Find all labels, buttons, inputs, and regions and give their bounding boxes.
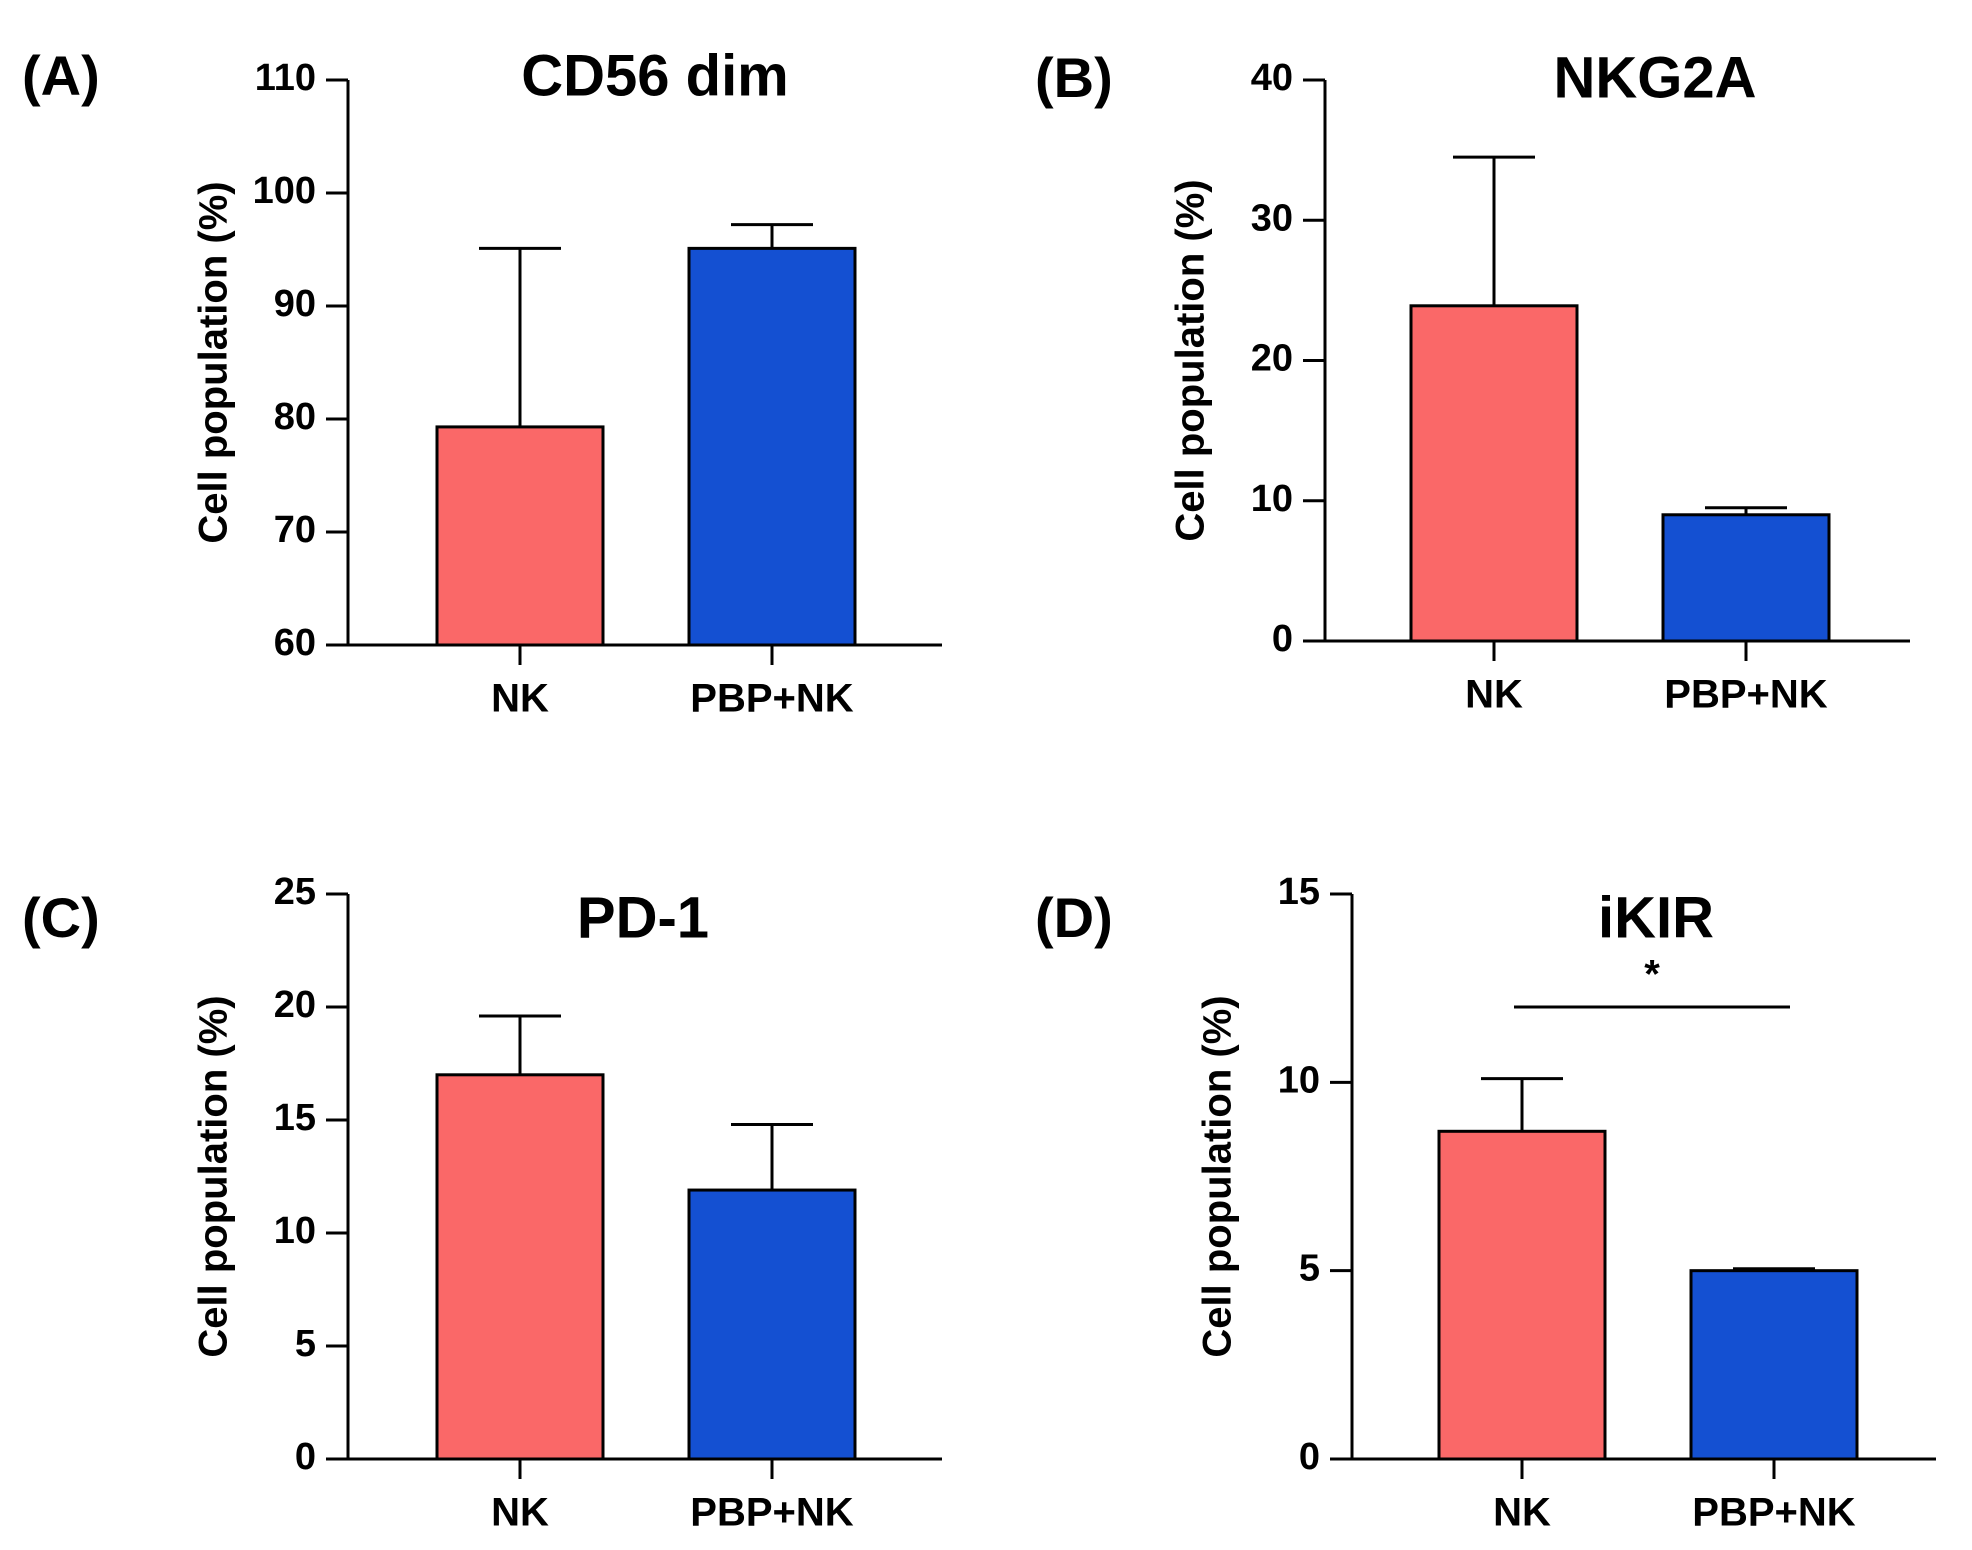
x-tick-label: NK	[1493, 1491, 1551, 1535]
x-tick-label: PBP+NK	[690, 677, 853, 721]
y-tick-label: 0	[1272, 618, 1293, 660]
bar-nk	[1437, 1129, 1607, 1461]
y-tick-label: 5	[295, 1323, 316, 1365]
y-tick-label: 10	[274, 1210, 316, 1252]
panel-label: (D)	[1035, 886, 1113, 949]
y-tick-label: 0	[1299, 1436, 1320, 1478]
bar-pbp-nk	[1661, 513, 1831, 643]
chart-title: NKG2A	[1553, 45, 1756, 110]
chart-panel-1: (A) CD56 dim Cell population (%) 60 70 80 90 10…	[22, 43, 942, 721]
y-axis-label: Cell population (%)	[192, 995, 236, 1357]
y-tick-label: 15	[274, 1097, 316, 1139]
y-tick-label: 30	[1251, 197, 1293, 239]
chart-title: CD56 dim	[521, 43, 789, 108]
y-axis-label: Cell population (%)	[1169, 179, 1213, 541]
error-bar	[731, 223, 813, 249]
bar-nk	[435, 425, 605, 647]
panel-label: (C)	[22, 886, 100, 949]
error-bar	[479, 246, 561, 427]
x-tick-label: NK	[491, 677, 549, 721]
error-bar	[479, 1014, 561, 1075]
error-bar	[731, 1123, 813, 1191]
error-bar	[1705, 506, 1787, 515]
y-tick-label: 10	[1278, 1059, 1320, 1101]
chart-panel-4: (D) iKIR Cell population (%) 0 5 10 15 NK PBP+NK…	[1035, 871, 1936, 1535]
y-tick-label: 110	[255, 57, 316, 99]
panel-label: (B)	[1035, 46, 1113, 109]
x-tick-label: PBP+NK	[690, 1491, 853, 1535]
y-tick-label: 100	[253, 170, 316, 212]
y-tick-label: 20	[274, 984, 316, 1026]
x-tick-label: PBP+NK	[1692, 1491, 1855, 1535]
chart-title: PD-1	[577, 885, 709, 950]
y-tick-label: 80	[274, 396, 316, 438]
error-bar	[1453, 155, 1535, 306]
y-tick-label: 25	[274, 871, 316, 913]
y-tick-label: 5	[1299, 1248, 1320, 1290]
y-tick-label: 40	[1251, 57, 1293, 99]
y-axis-label: Cell population (%)	[192, 181, 236, 543]
bar-pbp-nk	[687, 246, 857, 647]
y-tick-label: 0	[295, 1436, 316, 1478]
error-bar	[1733, 1267, 1815, 1271]
x-tick-label: PBP+NK	[1664, 673, 1827, 717]
x-tick-label: NK	[1465, 673, 1523, 717]
significance-label: *	[1644, 953, 1660, 997]
chart-panel-3: (C) PD-1 Cell population (%) 0 5 10 15 20 25 NK PB…	[22, 871, 942, 1535]
panel-label: (A)	[22, 44, 100, 107]
error-bar	[1481, 1077, 1563, 1132]
y-tick-label: 90	[274, 283, 316, 325]
y-tick-label: 20	[1251, 338, 1293, 380]
y-tick-label: 60	[274, 622, 316, 664]
y-tick-label: 10	[1251, 478, 1293, 520]
significance-marker: *	[1514, 953, 1790, 1009]
bar-nk	[1409, 304, 1579, 643]
y-axis-label: Cell population (%)	[1196, 995, 1240, 1357]
chart-title: iKIR	[1598, 885, 1714, 950]
bar-pbp-nk	[1689, 1269, 1859, 1461]
chart-panel-2: (B) NKG2A Cell population (%) 0 10 20 30 40 NK PB…	[1035, 45, 1910, 717]
x-tick-label: NK	[491, 1491, 549, 1535]
bar-pbp-nk	[687, 1188, 857, 1461]
bar-nk	[435, 1073, 605, 1461]
y-tick-label: 70	[274, 509, 316, 551]
y-tick-label: 15	[1278, 871, 1320, 913]
